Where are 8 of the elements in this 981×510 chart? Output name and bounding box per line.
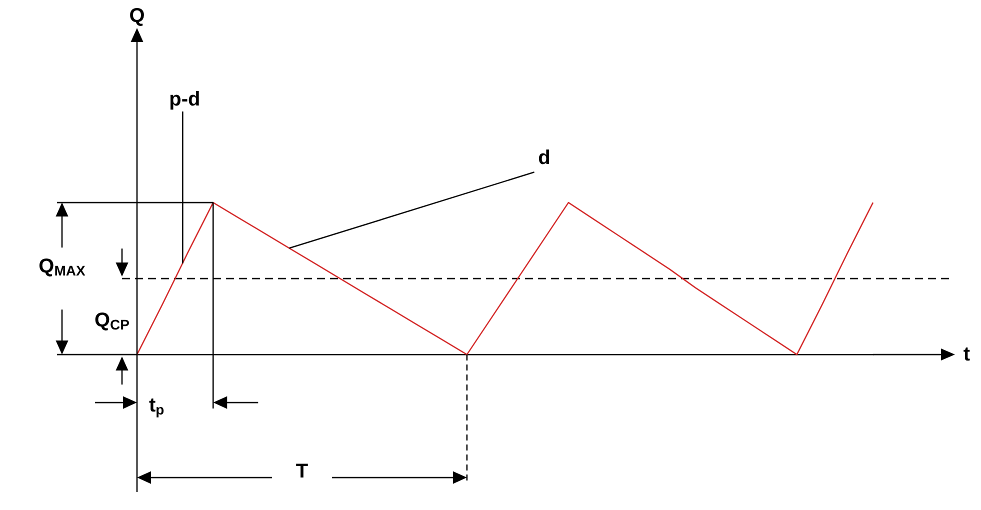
- text: Q: [129, 5, 145, 27]
- text: T: [296, 460, 308, 483]
- callout: p-d: [169, 88, 200, 264]
- x-axis-title: t: [963, 344, 970, 366]
- text: t$_{p}$: [149, 394, 164, 418]
- callout: d: [289, 147, 550, 249]
- text: Q$_{MAX}$: [38, 256, 86, 278]
- text: Q$_{CP}$: [94, 310, 130, 332]
